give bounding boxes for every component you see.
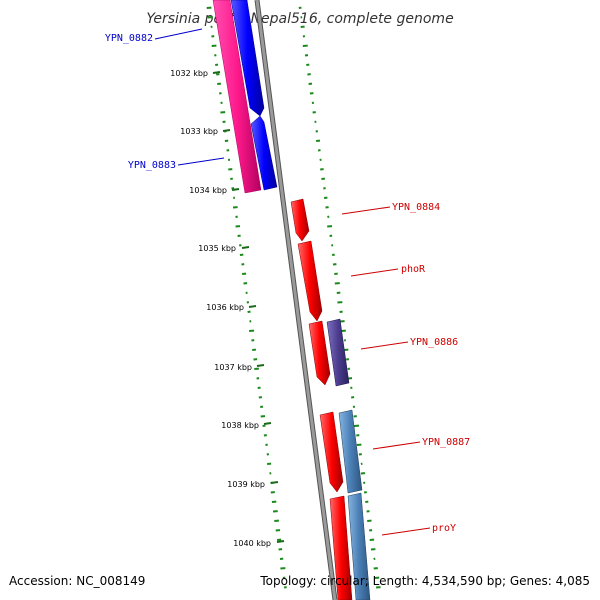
scale-ticks: 1032 kbp 1033 kbp 1034 kbp 1035 kbp 1036…: [170, 69, 285, 548]
gc-track-outer: [298, 6, 381, 589]
scale-tick: 1033 kbp: [180, 127, 231, 136]
gene-label-phor[interactable]: phoR: [350, 264, 426, 277]
gene-label-ypn-0882[interactable]: YPN_0882: [105, 28, 203, 44]
gene-arrow-ypn-0886-partner[interactable]: [326, 318, 350, 387]
gene-label-text: YPN_0883: [128, 160, 176, 171]
tick-label: 1037 kbp: [214, 363, 252, 372]
gene-arrow-ypn-0882[interactable]: [230, 0, 265, 117]
scale-tick: 1040 kbp: [233, 539, 285, 548]
scale-tick: 1035 kbp: [198, 244, 250, 253]
gene-labels: YPN_0882 YPN_0883 YPN_0884 phoR YPN_0886…: [105, 28, 470, 536]
scale-tick: 1032 kbp: [170, 69, 221, 78]
tick-label: 1036 kbp: [206, 303, 244, 312]
scale-tick: 1037 kbp: [214, 363, 265, 372]
tick-label: 1040 kbp: [233, 539, 271, 548]
gene-label-ypn-0886[interactable]: YPN_0886: [360, 337, 458, 350]
gene-label-text: YPN_0884: [392, 202, 440, 213]
gene-arrow-proy-partner[interactable]: [347, 492, 371, 600]
gene-arrow-ypn-0884[interactable]: [290, 198, 310, 242]
genome-backbone: [254, 0, 338, 600]
gene-arrow-ypn-0887-partner[interactable]: [338, 409, 363, 494]
map-title: Yersinia pestis Nepal516, complete genom…: [146, 11, 453, 27]
gene-label-text: YPN_0882: [105, 33, 153, 44]
gene-label-ypn-0887[interactable]: YPN_0887: [372, 437, 470, 450]
scale-tick: 1039 kbp: [227, 480, 279, 489]
gene-arrow-phor[interactable]: [297, 240, 323, 322]
gene-label-text: phoR: [401, 264, 426, 275]
scale-tick: 1034 kbp: [189, 186, 240, 195]
gc-track-inner: [206, 6, 287, 589]
tick-label: 1039 kbp: [227, 480, 265, 489]
scale-tick: 1038 kbp: [221, 421, 272, 430]
topology-text: Topology: circular; Length: 4,534,590 bp…: [260, 574, 590, 588]
scale-tick: 1036 kbp: [206, 303, 257, 312]
gene-label-ypn-0883[interactable]: YPN_0883: [128, 157, 225, 171]
gene-label-text: proY: [432, 523, 456, 534]
tick-label: 1038 kbp: [221, 421, 259, 430]
gene-arrow-ypn-0886[interactable]: [308, 320, 331, 386]
tick-label: 1035 kbp: [198, 244, 236, 253]
gene-label-proy[interactable]: proY: [381, 523, 456, 536]
tick-label: 1034 kbp: [189, 186, 227, 195]
gene-arrow-proy[interactable]: [329, 495, 353, 600]
gene-arrow-ypn-0887[interactable]: [319, 411, 344, 493]
gene-arrow-ypn-0883[interactable]: [250, 115, 278, 191]
cds-reverse-feature[interactable]: [212, 0, 262, 194]
gene-label-text: YPN_0887: [422, 437, 470, 448]
tick-label: 1033 kbp: [180, 127, 218, 136]
gene-label-text: YPN_0886: [410, 337, 458, 348]
gene-label-ypn-0884[interactable]: YPN_0884: [341, 202, 440, 215]
accession-text: Accession: NC_008149: [9, 574, 146, 588]
tick-label: 1032 kbp: [170, 69, 208, 78]
